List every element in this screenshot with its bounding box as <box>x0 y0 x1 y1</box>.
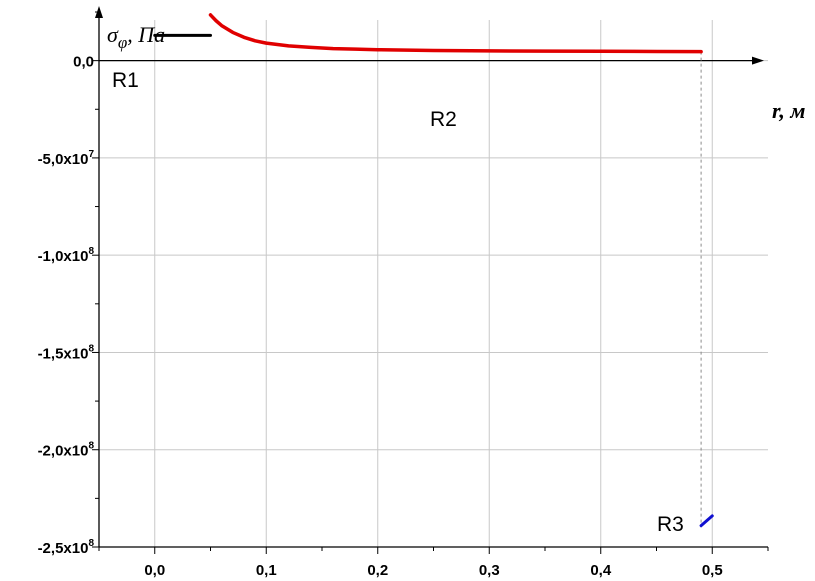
x-tick-label: 0,2 <box>367 562 388 579</box>
y-tick-label: 0,0 <box>73 54 94 71</box>
y-axis-title: σφ, Па <box>107 22 165 52</box>
zero-axis-arrow <box>752 56 764 65</box>
series-r3-line <box>699 514 714 528</box>
annotation-r2: R2 <box>430 108 457 131</box>
x-tick-label: 0,1 <box>256 562 277 579</box>
x-tick-label: 0,5 <box>702 562 723 579</box>
grid <box>99 20 768 547</box>
x-tick-label: 0,3 <box>479 562 500 579</box>
axes <box>92 6 769 554</box>
labels-layer: 0,0 0,1 0,2 0,3 0,4 0,5 0,0 -5,0x107 -1,0x108 -1,… <box>38 22 806 579</box>
annotation-r3: R3 <box>657 513 684 536</box>
y-tick-label: -1,0x108 <box>38 246 95 265</box>
series-layer <box>153 13 714 528</box>
x-tick-label: 0,0 <box>144 562 165 579</box>
annotation-r1: R1 <box>112 69 139 92</box>
y-tick-label: -5,0x107 <box>38 149 95 168</box>
series-r2-line <box>208 13 703 54</box>
y-tick-label: -2,5x108 <box>38 538 95 557</box>
x-tick-label: 0,4 <box>590 562 612 579</box>
y-tick-label: -1,5x108 <box>38 343 95 362</box>
y-tick-label: -2,0x108 <box>38 441 95 460</box>
x-axis-title: r, м <box>772 98 805 123</box>
